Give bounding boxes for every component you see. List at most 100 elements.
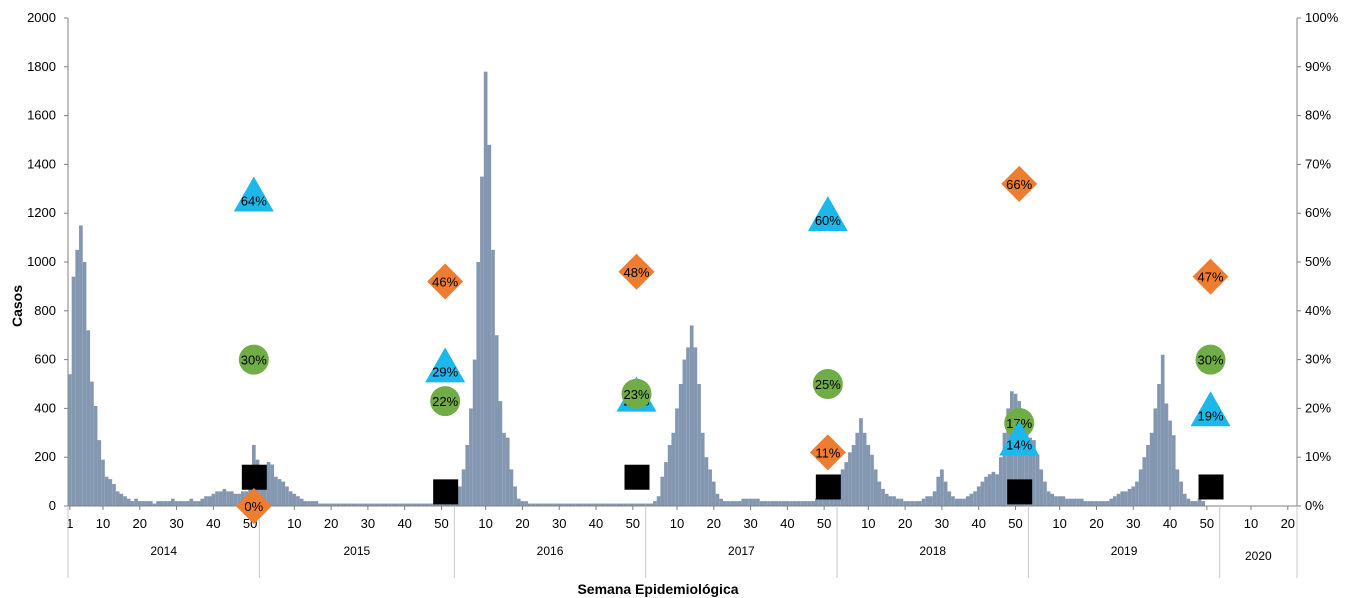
case-bar	[299, 498, 304, 506]
case-bar	[778, 501, 782, 506]
case-bar	[307, 501, 311, 506]
case-bar	[745, 498, 749, 506]
case-bar	[873, 469, 878, 506]
case-bar	[1032, 440, 1036, 506]
case-bar	[906, 501, 911, 506]
case-bar	[748, 498, 753, 506]
case-bar	[917, 501, 922, 506]
case-bar	[1124, 491, 1128, 506]
case-bar	[976, 486, 981, 506]
case-bar	[428, 503, 433, 506]
case-bar	[516, 498, 521, 506]
case-bar	[513, 486, 517, 506]
case-bar	[266, 462, 271, 506]
marker-diamond: 47%	[1192, 258, 1229, 295]
marker-triangle: 14%	[999, 420, 1040, 456]
case-bar	[141, 501, 146, 506]
year-label: 2017	[728, 544, 755, 558]
case-bar	[465, 445, 470, 506]
case-bar	[844, 462, 849, 506]
right-tick-label: 50%	[1305, 254, 1331, 269]
case-bar	[93, 405, 98, 506]
case-bar	[115, 491, 120, 506]
case-bar	[406, 503, 411, 506]
case-bar	[336, 503, 341, 506]
case-bar	[1021, 410, 1025, 506]
case-bar	[71, 276, 76, 506]
marker-value-label: 19%	[1198, 408, 1224, 423]
case-bar	[461, 469, 466, 506]
case-bar	[163, 501, 168, 506]
diamond-marker	[618, 253, 655, 290]
case-bar	[877, 481, 882, 506]
week-tick-label: 30	[361, 516, 375, 531]
diamond-marker	[809, 434, 846, 471]
week-tick-label: 30	[1126, 516, 1140, 531]
week-tick-label: 50	[1008, 516, 1022, 531]
case-bar	[108, 479, 113, 506]
case-bar	[233, 493, 238, 506]
case-bar	[951, 496, 955, 506]
case-bar	[594, 503, 598, 506]
case-bar	[892, 496, 896, 506]
case-bar	[538, 503, 543, 506]
case-bar	[700, 432, 705, 506]
case-bar	[82, 262, 87, 506]
case-bar	[899, 498, 904, 506]
week-tick-label: 20	[1089, 516, 1103, 531]
diamond-marker	[427, 263, 464, 300]
week-tick-label: 1	[66, 516, 73, 531]
case-bar	[954, 498, 959, 506]
case-bar	[391, 503, 396, 506]
marker-value-label: 23%	[623, 387, 649, 402]
marker-value-label: 66%	[1006, 177, 1032, 192]
case-bar	[1105, 501, 1110, 506]
case-bar	[1101, 501, 1106, 506]
x-axis: 1 10 20 30 40 50 10 20 30 40 50 10 20 30 40 50 10 20 30 40 5…	[66, 505, 1298, 578]
marker-triangle: 29%	[425, 347, 466, 383]
right-tick-label: 0%	[1305, 498, 1324, 513]
case-bar	[1098, 501, 1102, 506]
case-bar	[697, 384, 701, 506]
marker-diamond: 66%	[1001, 165, 1038, 202]
week-tick-label: 20	[707, 516, 721, 531]
cases-bars	[68, 71, 1206, 507]
case-bar	[211, 493, 216, 506]
week-tick-label: 40	[206, 516, 220, 531]
case-bar	[1164, 403, 1169, 506]
case-bar	[229, 491, 234, 506]
case-bar	[818, 496, 823, 506]
x-axis-title: Semana Epidemiológica	[577, 581, 738, 597]
case-bar	[1072, 498, 1077, 506]
week-tick-label: 10	[1244, 516, 1258, 531]
case-bar	[785, 501, 790, 506]
case-bar	[789, 501, 793, 506]
case-bar	[274, 476, 278, 506]
case-bar	[870, 454, 874, 506]
case-bar	[689, 325, 694, 506]
case-bar	[68, 374, 72, 506]
right-tick-label: 20%	[1305, 400, 1331, 415]
case-bar	[148, 501, 153, 506]
diamond-marker	[1001, 165, 1038, 202]
case-bar	[542, 503, 547, 506]
week-tick-label: 10	[1052, 516, 1066, 531]
case-bar	[564, 503, 569, 506]
circle-marker	[621, 378, 652, 409]
case-bar	[343, 503, 348, 506]
case-bar	[1127, 488, 1132, 506]
case-bar	[840, 469, 845, 506]
case-bar	[480, 176, 484, 506]
right-tick-label: 80%	[1305, 108, 1331, 123]
right-tick-label: 40%	[1305, 303, 1331, 318]
case-bar	[667, 445, 672, 506]
case-bar	[104, 476, 109, 506]
case-bar	[1182, 493, 1187, 506]
case-bar	[174, 501, 179, 506]
case-bar	[741, 498, 746, 506]
case-bar	[855, 432, 860, 506]
year-label: 2014	[150, 544, 177, 558]
circle-marker	[812, 369, 843, 399]
case-bar	[502, 432, 506, 506]
